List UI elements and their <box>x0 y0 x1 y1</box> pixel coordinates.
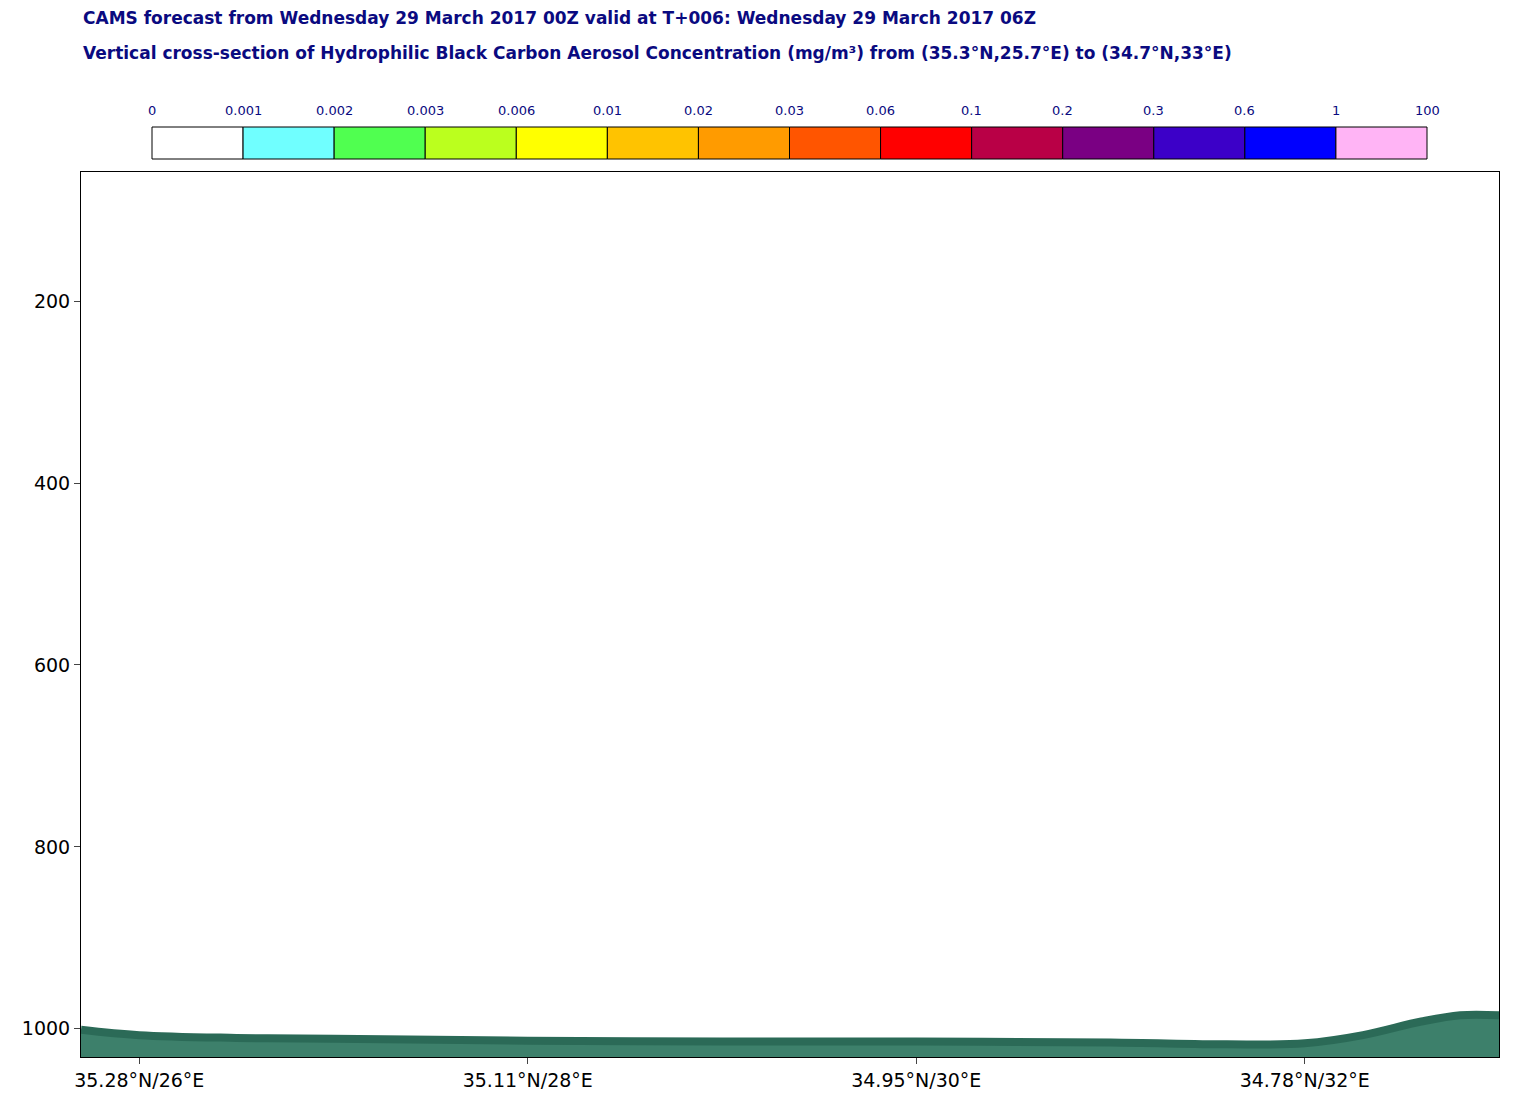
svg-text:0.06: 0.06 <box>866 103 895 118</box>
svg-text:800: 800 <box>34 836 70 858</box>
svg-text:0: 0 <box>148 103 156 118</box>
svg-text:0.6: 0.6 <box>1234 103 1255 118</box>
svg-text:CAMS forecast from Wednesday 2: CAMS forecast from Wednesday 29 March 20… <box>83 8 1036 28</box>
svg-text:0.001: 0.001 <box>225 103 262 118</box>
svg-text:400: 400 <box>34 472 70 494</box>
svg-text:35.28°N/26°E: 35.28°N/26°E <box>74 1069 204 1091</box>
svg-text:35.11°N/28°E: 35.11°N/28°E <box>463 1069 593 1091</box>
svg-text:Vertical cross-section of Hydr: Vertical cross-section of Hydrophilic Bl… <box>83 43 1232 63</box>
svg-text:100: 100 <box>1415 103 1440 118</box>
svg-text:0.02: 0.02 <box>684 103 713 118</box>
svg-text:0.1: 0.1 <box>961 103 982 118</box>
svg-text:0.01: 0.01 <box>593 103 622 118</box>
svg-text:200: 200 <box>34 290 70 312</box>
svg-text:1000: 1000 <box>22 1017 70 1039</box>
svg-text:0.006: 0.006 <box>498 103 535 118</box>
svg-text:0.2: 0.2 <box>1052 103 1073 118</box>
svg-text:34.95°N/30°E: 34.95°N/30°E <box>851 1069 981 1091</box>
svg-text:1: 1 <box>1332 103 1340 118</box>
svg-text:0.003: 0.003 <box>407 103 444 118</box>
svg-text:0.03: 0.03 <box>775 103 804 118</box>
svg-text:0.3: 0.3 <box>1143 103 1164 118</box>
svg-text:600: 600 <box>34 654 70 676</box>
svg-text:34.78°N/32°E: 34.78°N/32°E <box>1240 1069 1370 1091</box>
svg-text:0.002: 0.002 <box>316 103 353 118</box>
